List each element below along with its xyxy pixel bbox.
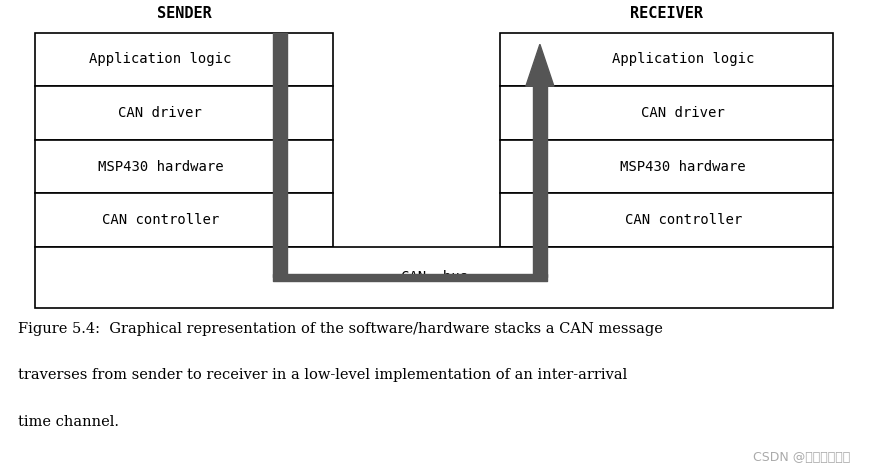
Text: CAN  bus: CAN bus: [401, 270, 467, 284]
Bar: [35, 33, 333, 86]
Bar: [500, 86, 833, 140]
Bar: [35, 140, 333, 193]
Bar: [500, 140, 833, 193]
Text: traverses from sender to receiver in a low-level implementation of an inter-arri: traverses from sender to receiver in a l…: [18, 368, 627, 382]
Text: time channel.: time channel.: [18, 415, 118, 429]
Text: Figure 5.4:  Graphical representation of the software/hardware stacks a CAN mess: Figure 5.4: Graphical representation of …: [18, 322, 662, 336]
Bar: [35, 86, 333, 140]
Polygon shape: [526, 44, 554, 86]
Text: CAN driver: CAN driver: [641, 106, 725, 120]
Text: SENDER: SENDER: [157, 7, 211, 21]
Bar: [500, 193, 833, 247]
Text: CAN controller: CAN controller: [102, 213, 219, 227]
Bar: [35, 193, 333, 247]
Text: MSP430 hardware: MSP430 hardware: [97, 159, 223, 174]
Text: CAN driver: CAN driver: [118, 106, 203, 120]
Text: CSDN @人工智能有点: CSDN @人工智能有点: [753, 451, 851, 464]
Text: Application logic: Application logic: [89, 52, 232, 67]
Text: CAN controller: CAN controller: [624, 213, 742, 227]
Text: Application logic: Application logic: [612, 52, 754, 67]
Bar: [35, 247, 833, 308]
Text: RECEIVER: RECEIVER: [630, 7, 703, 21]
Text: MSP430 hardware: MSP430 hardware: [620, 159, 746, 174]
Bar: [500, 33, 833, 86]
